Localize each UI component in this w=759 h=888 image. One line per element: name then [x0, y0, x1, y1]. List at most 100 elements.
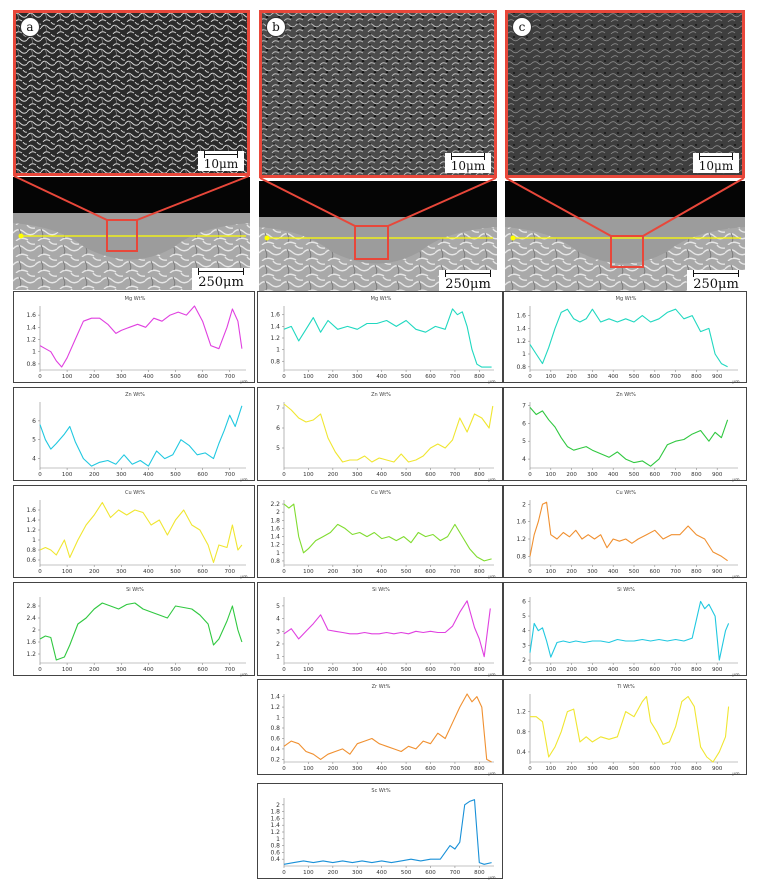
x-tick-label: 700 — [670, 374, 681, 380]
y-tick-label: 0.8 — [516, 364, 526, 371]
x-tick-label: 800 — [474, 870, 485, 876]
x-tick-label: 500 — [401, 667, 412, 673]
y-tick-label: 2.8 — [26, 603, 36, 610]
zoom-line-left — [13, 175, 108, 221]
y-tick-label: 4 — [32, 456, 36, 463]
x-tick-label: 700 — [670, 667, 681, 673]
chart-svg: Ti Wt% 0.4 0.8 1.2 0 100 200 300 400 500 600 700 800… — [516, 684, 739, 776]
x-tick-label: 100 — [546, 472, 557, 478]
x-tick-label: 800 — [474, 667, 485, 673]
x-tick-label: 0 — [282, 667, 286, 673]
y-tick-label: 2 — [522, 501, 526, 508]
series-line — [39, 501, 243, 564]
micro-scale-text: 10μm — [698, 159, 734, 173]
x-tick-label: 0 — [528, 472, 532, 478]
micrograph-frame-b — [259, 10, 497, 178]
chart-svg: Si Wt% 1.2 1.6 2 2.4 2.8 0 100 200 300 400 500 600 70… — [26, 587, 247, 677]
x-tick-label: 100 — [303, 870, 314, 876]
y-tick-label: 1.6 — [26, 507, 36, 514]
x-tick-label: 200 — [328, 870, 339, 876]
series-line — [529, 407, 729, 467]
x-tick-label: 500 — [629, 667, 640, 673]
x-tick-label: 100 — [303, 374, 314, 380]
chart-title: Cu Wt% — [616, 490, 636, 496]
x-tick-label: 400 — [608, 766, 619, 772]
x-tick-label: 300 — [352, 374, 363, 380]
chart-mg-col0: Mg Wt% 0.8 1 1.2 1.4 1.6 0 100 200 300 400 500 600 70… — [13, 291, 255, 384]
x-unit-label: μm — [732, 575, 739, 579]
y-tick-label: 1.8 — [270, 809, 280, 816]
micrograph-frame-c — [505, 10, 745, 178]
y-tick-label: 1.4 — [270, 534, 280, 541]
chart-axes — [529, 694, 738, 763]
x-tick-label: 300 — [352, 667, 363, 673]
y-tick-label: 1.4 — [270, 323, 280, 330]
y-tick-label: 1.6 — [26, 312, 36, 319]
x-tick-label: 200 — [566, 766, 577, 772]
x-tick-label: 200 — [566, 667, 577, 673]
series-line — [283, 600, 491, 658]
y-tick-label: 6 — [32, 418, 36, 425]
micrograph-b — [259, 10, 497, 178]
x-tick-label: 100 — [303, 667, 314, 673]
x-tick-label: 200 — [89, 374, 100, 380]
x-tick-label: 100 — [62, 374, 73, 380]
x-tick-label: 100 — [546, 569, 557, 575]
line-scan-start — [18, 233, 24, 239]
x-unit-label: μm — [240, 380, 247, 384]
x-tick-label: 600 — [650, 472, 661, 478]
chart-axes — [283, 500, 494, 566]
y-tick-label: 7 — [522, 403, 526, 410]
x-tick-label: 600 — [425, 374, 436, 380]
y-tick-label: 2.2 — [270, 501, 280, 508]
series-line — [39, 602, 243, 661]
chart-title: Si Wt% — [372, 587, 390, 593]
x-tick-label: 900 — [712, 374, 723, 380]
y-tick-label: 0.4 — [270, 746, 280, 753]
y-tick-label: 1.2 — [26, 527, 36, 534]
y-tick-label: 1 — [276, 347, 280, 354]
series-line — [39, 305, 243, 368]
y-tick-label: 1.2 — [270, 335, 280, 342]
x-tick-label: 200 — [89, 472, 100, 478]
x-tick-label: 400 — [608, 374, 619, 380]
chart-axes — [39, 402, 246, 469]
micro-scale-bar-a: 10μm — [198, 151, 244, 171]
chart-axes — [529, 306, 738, 371]
y-tick-label: 6 — [522, 598, 526, 605]
x-unit-label: μm — [488, 673, 495, 677]
chart-svg: Zn Wt% 4 5 6 0 100 200 300 400 500 600 700 μm — [32, 392, 247, 482]
y-tick-label: 0.6 — [270, 735, 280, 742]
x-tick-label: 200 — [328, 569, 339, 575]
x-tick-label: 200 — [328, 766, 339, 772]
y-tick-label: 1.6 — [26, 639, 36, 646]
y-tick-label: 1.2 — [516, 338, 526, 345]
y-tick-label: 1.2 — [270, 542, 280, 549]
x-tick-label: 0 — [38, 374, 42, 380]
y-tick-label: 1.4 — [270, 822, 280, 829]
x-tick-label: 500 — [629, 472, 640, 478]
chart-title: Mg Wt% — [125, 296, 146, 302]
x-tick-label: 500 — [170, 569, 181, 575]
x-tick-label: 100 — [62, 472, 73, 478]
chart-svg: Sc Wt% 0.40.60.811.21.41.61.82 0 100 200 300 4… — [270, 788, 495, 880]
x-tick-label: 500 — [401, 472, 412, 478]
panel-label-b: b — [266, 17, 286, 37]
chart-axes — [39, 597, 246, 664]
x-unit-label: μm — [488, 478, 495, 482]
zoom-region-box — [106, 219, 138, 252]
x-tick-label: 0 — [282, 472, 286, 478]
zoom-line-left — [259, 177, 356, 227]
y-tick-label: 1 — [276, 715, 280, 722]
x-tick-label: 800 — [691, 374, 702, 380]
x-tick-label: 200 — [566, 569, 577, 575]
x-tick-label: 100 — [62, 667, 73, 673]
x-tick-label: 700 — [450, 766, 461, 772]
y-tick-label: 2 — [32, 627, 36, 634]
y-tick-label: 1 — [32, 537, 36, 544]
y-tick-label: 3 — [522, 642, 526, 649]
micro-scale-text: 10μm — [450, 159, 486, 173]
x-tick-label: 900 — [712, 667, 723, 673]
micro-scale-bar-c: 10μm — [693, 153, 739, 173]
series-line — [530, 695, 730, 763]
